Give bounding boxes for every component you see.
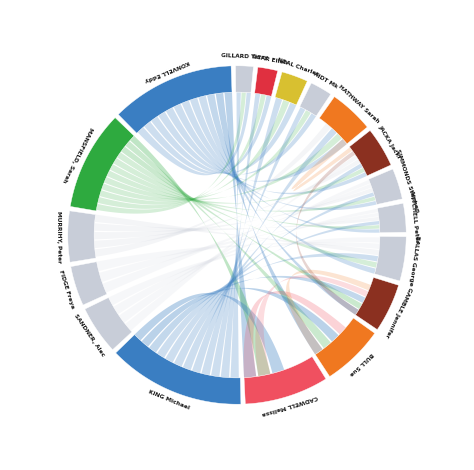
Text: SIMMONDS Stephen: SIMMONDS Stephen xyxy=(395,149,419,213)
Polygon shape xyxy=(190,98,380,233)
Polygon shape xyxy=(173,104,367,194)
Polygon shape xyxy=(94,188,373,239)
Polygon shape xyxy=(144,95,272,174)
Text: BALLAS George: BALLAS George xyxy=(408,235,420,286)
Polygon shape xyxy=(211,98,282,377)
Polygon shape xyxy=(113,158,380,229)
Polygon shape xyxy=(118,66,232,133)
Text: HATHWAY Sarah: HATHWAY Sarah xyxy=(337,84,380,124)
Polygon shape xyxy=(125,155,358,331)
Polygon shape xyxy=(319,97,367,144)
Text: GAMBLE Jennifer: GAMBLE Jennifer xyxy=(384,286,412,338)
Polygon shape xyxy=(236,66,254,93)
Text: SANDNER, Alec: SANDNER, Alec xyxy=(73,313,106,358)
Polygon shape xyxy=(315,318,375,376)
Polygon shape xyxy=(100,100,290,205)
Polygon shape xyxy=(369,169,402,204)
Polygon shape xyxy=(158,112,316,175)
Polygon shape xyxy=(286,270,371,354)
Polygon shape xyxy=(119,180,370,323)
Text: FIDGE Freya: FIDGE Freya xyxy=(58,269,75,309)
Polygon shape xyxy=(97,242,380,271)
Polygon shape xyxy=(275,72,307,105)
Polygon shape xyxy=(101,110,311,202)
Polygon shape xyxy=(157,253,378,358)
Polygon shape xyxy=(71,262,107,305)
Polygon shape xyxy=(110,164,375,212)
Text: MITCHELL Peter: MITCHELL Peter xyxy=(410,190,420,243)
Polygon shape xyxy=(68,66,406,404)
Text: NEAL Charles: NEAL Charles xyxy=(276,57,319,77)
Polygon shape xyxy=(95,215,379,255)
Polygon shape xyxy=(183,164,363,370)
Polygon shape xyxy=(255,275,368,376)
Polygon shape xyxy=(104,133,342,200)
Text: KING Michael: KING Michael xyxy=(148,390,191,411)
Text: MURRIHY, Peter: MURRIHY, Peter xyxy=(55,211,61,263)
Polygon shape xyxy=(374,236,406,281)
Polygon shape xyxy=(221,94,260,378)
Polygon shape xyxy=(165,221,380,362)
Polygon shape xyxy=(292,139,352,191)
Polygon shape xyxy=(300,83,331,116)
Polygon shape xyxy=(95,124,331,257)
Text: GILLARD Terry: GILLARD Terry xyxy=(221,53,268,60)
Polygon shape xyxy=(113,209,378,314)
Polygon shape xyxy=(121,147,362,309)
Polygon shape xyxy=(199,95,376,274)
Polygon shape xyxy=(68,211,96,262)
Polygon shape xyxy=(166,108,347,182)
Polygon shape xyxy=(130,136,270,376)
Polygon shape xyxy=(182,101,376,210)
Polygon shape xyxy=(117,152,377,268)
Polygon shape xyxy=(103,184,372,293)
Polygon shape xyxy=(142,288,338,347)
Polygon shape xyxy=(244,291,346,378)
Polygon shape xyxy=(192,128,337,373)
Polygon shape xyxy=(216,93,323,354)
Polygon shape xyxy=(94,159,360,248)
Polygon shape xyxy=(225,92,256,378)
Polygon shape xyxy=(255,67,278,96)
Polygon shape xyxy=(116,335,241,404)
Polygon shape xyxy=(174,192,374,367)
Polygon shape xyxy=(230,92,241,378)
Polygon shape xyxy=(349,131,391,176)
Polygon shape xyxy=(98,94,266,209)
Text: AIDT Mk: AIDT Mk xyxy=(313,71,339,89)
Polygon shape xyxy=(126,141,331,348)
Text: BULL Sue: BULL Sue xyxy=(348,352,374,376)
Polygon shape xyxy=(135,293,284,373)
Polygon shape xyxy=(85,298,132,350)
Polygon shape xyxy=(94,217,379,232)
Polygon shape xyxy=(201,107,305,375)
Text: CSAR Ellen: CSAR Ellen xyxy=(251,54,288,65)
Polygon shape xyxy=(149,276,365,352)
Polygon shape xyxy=(296,151,359,315)
Polygon shape xyxy=(356,277,399,329)
Polygon shape xyxy=(151,102,296,173)
Polygon shape xyxy=(377,203,406,233)
Text: JACKA Jacki: JACKA Jacki xyxy=(378,125,401,160)
Polygon shape xyxy=(99,213,379,282)
Polygon shape xyxy=(70,118,134,211)
Text: CADWELL Melissa: CADWELL Melissa xyxy=(262,394,319,416)
Polygon shape xyxy=(109,237,380,306)
Text: KONVELL Eddy: KONVELL Eddy xyxy=(143,59,190,83)
Polygon shape xyxy=(244,357,326,404)
Polygon shape xyxy=(96,92,246,213)
Polygon shape xyxy=(137,93,251,175)
Polygon shape xyxy=(207,94,359,315)
Polygon shape xyxy=(107,168,365,204)
Text: MANSFIELD, Sarah: MANSFIELD, Sarah xyxy=(62,126,94,183)
